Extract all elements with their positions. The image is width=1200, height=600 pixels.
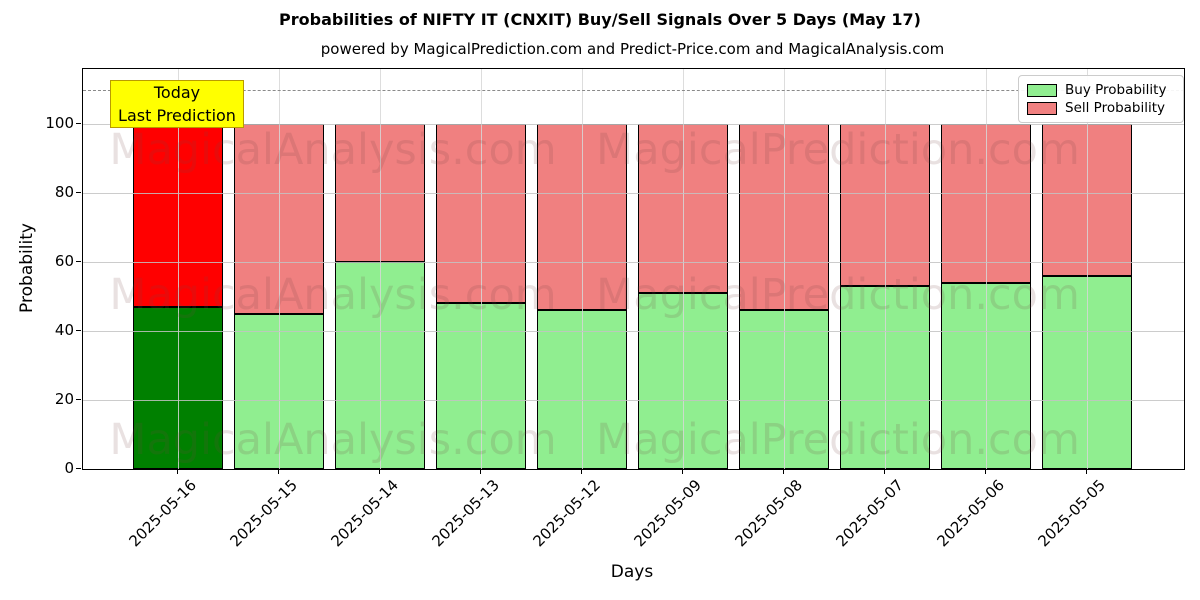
gridline-v: [481, 69, 482, 469]
legend-entry-sell: Sell Probability: [1027, 100, 1175, 116]
y-tick-label: 80: [54, 183, 74, 202]
y-tick-label: 60: [54, 252, 74, 271]
legend-label-sell: Sell Probability: [1065, 100, 1166, 116]
x-axis-label: Days: [610, 562, 654, 582]
x-tick-mark: [581, 469, 582, 474]
gridline-v: [178, 69, 179, 469]
y-tick-mark: [76, 330, 81, 332]
x-tick-mark: [783, 469, 784, 474]
x-tick-label: 2025-05-14: [327, 476, 402, 551]
plot-area: [82, 68, 1185, 470]
gridline-h: [83, 193, 1184, 195]
y-tick-mark: [76, 192, 81, 194]
gridline-v: [986, 69, 987, 469]
x-tick-mark: [480, 469, 481, 474]
buy-swatch-icon: [1027, 83, 1057, 97]
y-tick-label: 40: [54, 321, 74, 340]
sell-swatch-icon: [1027, 101, 1057, 115]
x-tick-label: 2025-05-12: [529, 476, 604, 551]
annotation-line-2: Last Prediction: [118, 106, 236, 125]
x-tick-label: 2025-05-16: [125, 476, 200, 551]
x-tick-label: 2025-05-05: [1034, 476, 1109, 551]
gridline-h: [83, 124, 1184, 126]
y-tick-mark: [76, 468, 81, 469]
gridline-v: [683, 69, 684, 469]
y-tick-label: 100: [45, 114, 74, 133]
y-tick-mark: [76, 123, 81, 125]
gridline-v: [582, 69, 583, 469]
x-tick-mark: [278, 469, 279, 474]
legend: Buy Probability Sell Probability: [1018, 75, 1184, 123]
gridline-h: [83, 262, 1184, 264]
gridline-h: [83, 400, 1184, 402]
gridline-v: [380, 69, 381, 469]
gridline-v: [885, 69, 886, 469]
x-tick-mark: [682, 469, 683, 474]
x-tick-label: 2025-05-07: [832, 476, 907, 551]
x-tick-mark: [379, 469, 380, 474]
today-annotation: Today Last Prediction: [110, 80, 244, 128]
x-tick-mark: [985, 469, 986, 474]
y-tick-mark: [76, 261, 81, 263]
legend-entry-buy: Buy Probability: [1027, 82, 1175, 98]
x-tick-label: 2025-05-15: [226, 476, 301, 551]
gridline-v: [784, 69, 785, 469]
x-tick-mark: [177, 469, 178, 474]
x-tick-label: 2025-05-08: [731, 476, 806, 551]
x-tick-label: 2025-05-13: [428, 476, 503, 551]
annotation-line-1: Today: [153, 83, 201, 102]
y-tick-label: 20: [54, 390, 74, 409]
y-tick-mark: [76, 399, 81, 401]
gridline-v: [1087, 69, 1088, 469]
dashed-threshold-line: [83, 89, 1184, 91]
x-tick-label: 2025-05-09: [630, 476, 705, 551]
x-tick-mark: [884, 469, 885, 474]
y-tick-label: 0: [64, 459, 74, 477]
gridline-h: [83, 331, 1184, 333]
legend-label-buy: Buy Probability: [1065, 82, 1167, 98]
chart-title: Probabilities of NIFTY IT (CNXIT) Buy/Se…: [279, 10, 921, 29]
x-tick-label: 2025-05-06: [933, 476, 1008, 551]
chart-subtitle: powered by MagicalPrediction.com and Pre…: [320, 40, 945, 58]
gridline-v: [279, 69, 280, 469]
x-tick-mark: [1086, 469, 1087, 474]
